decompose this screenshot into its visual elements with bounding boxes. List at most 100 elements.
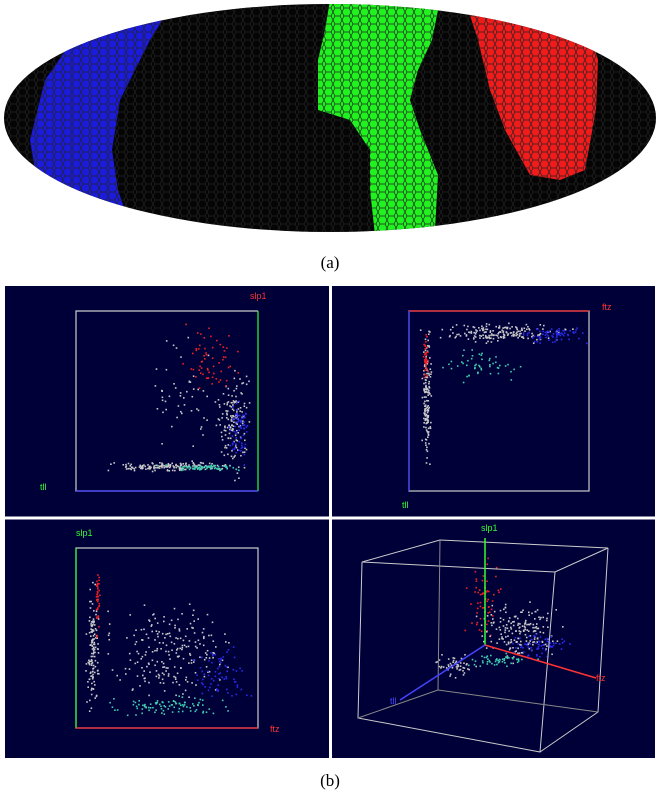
point [178, 628, 181, 630]
point [552, 336, 554, 338]
point [555, 642, 557, 644]
point [492, 330, 494, 332]
point [178, 707, 181, 710]
point [110, 463, 112, 465]
point [151, 462, 153, 464]
point [241, 393, 243, 395]
point [530, 638, 533, 641]
point [488, 359, 491, 362]
point [96, 670, 99, 672]
point [519, 365, 522, 368]
point [536, 338, 538, 341]
point [528, 328, 530, 330]
point [189, 652, 191, 655]
point [185, 323, 187, 326]
point [235, 468, 238, 471]
point [137, 652, 140, 655]
point [97, 595, 99, 598]
point [93, 638, 95, 640]
point [128, 668, 131, 670]
point [190, 410, 193, 412]
point [92, 630, 95, 632]
point [125, 468, 128, 470]
point [235, 432, 237, 435]
point [235, 446, 238, 449]
point [98, 576, 100, 579]
point [546, 619, 548, 622]
point [511, 335, 513, 337]
point [97, 574, 99, 576]
point [470, 603, 472, 605]
point [537, 335, 539, 338]
point [517, 622, 520, 625]
point [480, 367, 482, 370]
point [497, 661, 500, 664]
point [184, 468, 186, 471]
point [207, 466, 209, 468]
point [161, 632, 164, 635]
point [200, 372, 202, 375]
point [182, 693, 184, 695]
point [214, 464, 217, 467]
point [218, 665, 221, 668]
point [229, 426, 231, 428]
point [536, 655, 538, 657]
point [240, 450, 242, 452]
point [457, 665, 460, 667]
point [514, 636, 517, 639]
point [235, 670, 238, 672]
point [427, 432, 429, 434]
point [428, 389, 430, 392]
point [203, 354, 205, 357]
point [149, 703, 152, 705]
point [217, 418, 220, 420]
point [466, 328, 468, 331]
point [424, 348, 427, 350]
point [219, 679, 221, 681]
point [538, 643, 540, 646]
point [181, 646, 184, 649]
point [546, 617, 548, 620]
point [178, 468, 181, 470]
point [448, 363, 450, 366]
point [151, 624, 153, 626]
point [426, 406, 428, 409]
point [93, 610, 95, 612]
point [452, 332, 454, 334]
point [510, 639, 512, 641]
point [144, 680, 146, 683]
point [162, 682, 165, 684]
point [143, 670, 145, 672]
point [226, 467, 228, 470]
point [506, 656, 509, 658]
point [162, 411, 164, 414]
point [498, 626, 501, 629]
point [199, 468, 201, 471]
point [546, 333, 548, 335]
point [180, 356, 182, 358]
point [113, 462, 115, 464]
point [164, 637, 166, 639]
point [483, 331, 486, 334]
point [452, 659, 455, 662]
point [424, 362, 427, 364]
point [425, 358, 427, 360]
point [96, 591, 99, 594]
point [234, 401, 237, 403]
point [201, 692, 204, 695]
point [428, 374, 430, 376]
point [543, 324, 545, 327]
point [477, 602, 479, 604]
point [142, 467, 144, 469]
point [181, 412, 183, 415]
point [96, 599, 98, 601]
point [424, 352, 427, 355]
point [162, 642, 164, 644]
point [243, 464, 245, 466]
point [502, 331, 504, 334]
point [546, 655, 549, 658]
point [227, 710, 229, 712]
point [430, 421, 432, 424]
point [199, 467, 202, 470]
point [163, 465, 165, 467]
